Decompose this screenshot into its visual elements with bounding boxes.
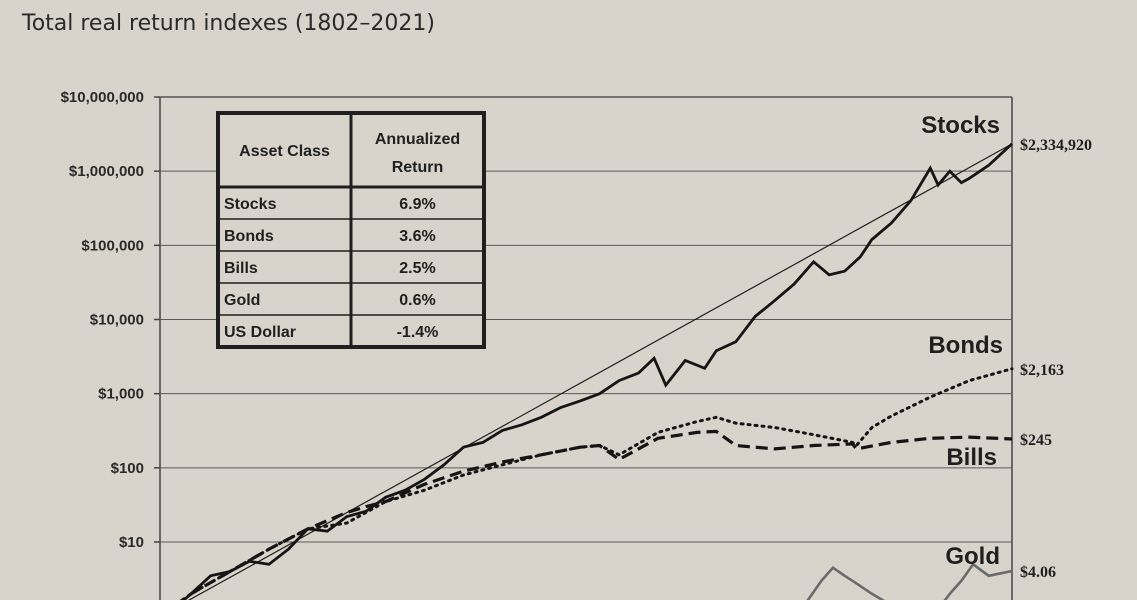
series-name-bonds: Bonds [928,332,1003,359]
returns-table: Asset Class Annualized Return Stocks 6.9% Bon… [216,111,486,349]
series-line-gold [806,562,1013,600]
end-value-stocks: $2,334,920 [1020,137,1092,154]
series-layer [179,142,1014,600]
table-cell-asset: US Dollar [224,324,296,341]
table-cell-return: -1.4% [397,324,439,341]
y-tick-label: $100 [111,460,144,477]
table-cell-return: 3.6% [399,228,435,245]
y-tick-label: $1,000,000 [69,163,144,180]
end-value-bills: $245 [1020,432,1052,449]
table-cell-return: 0.6% [399,292,435,309]
table-cell-return: 2.5% [399,260,435,277]
table-header-return-line2: Return [392,159,444,176]
table-cell-return: 6.9% [399,196,435,213]
stocks-trend-line [187,143,1013,600]
table-cell-asset: Stocks [224,196,277,213]
end-value-bonds: $2,163 [1020,362,1064,379]
table-cell-asset: Gold [224,292,260,309]
series-labels: Stocks $2,334,920 Bonds $2,163 Bills $245 Gold… [921,112,1092,581]
table-cell-asset: Bills [224,260,258,277]
end-value-gold: $4.06 [1020,564,1056,581]
table-header-return-line1: Annualized [375,131,460,148]
y-tick-label: $10,000 [90,312,144,329]
chart-title: Total real return indexes (1802–2021) [21,11,435,36]
series-name-stocks: Stocks [921,112,1000,139]
y-tick-label: $10 [119,534,144,551]
series-line-bonds [179,367,1014,600]
y-tick-label: $1,000 [98,386,144,403]
table-header-asset-class: Asset Class [239,143,330,160]
y-tick-label: $10,000,000 [61,89,144,106]
series-line-bills [179,429,1013,600]
y-tick-label: $100,000 [81,237,144,254]
series-name-bills: Bills [946,444,997,471]
series-name-gold: Gold [945,543,1000,570]
table-cell-asset: Bonds [224,228,274,245]
y-axis-ticks: $10,000,000 $1,000,000 $100,000 $10,000 $1,0… [61,89,144,551]
